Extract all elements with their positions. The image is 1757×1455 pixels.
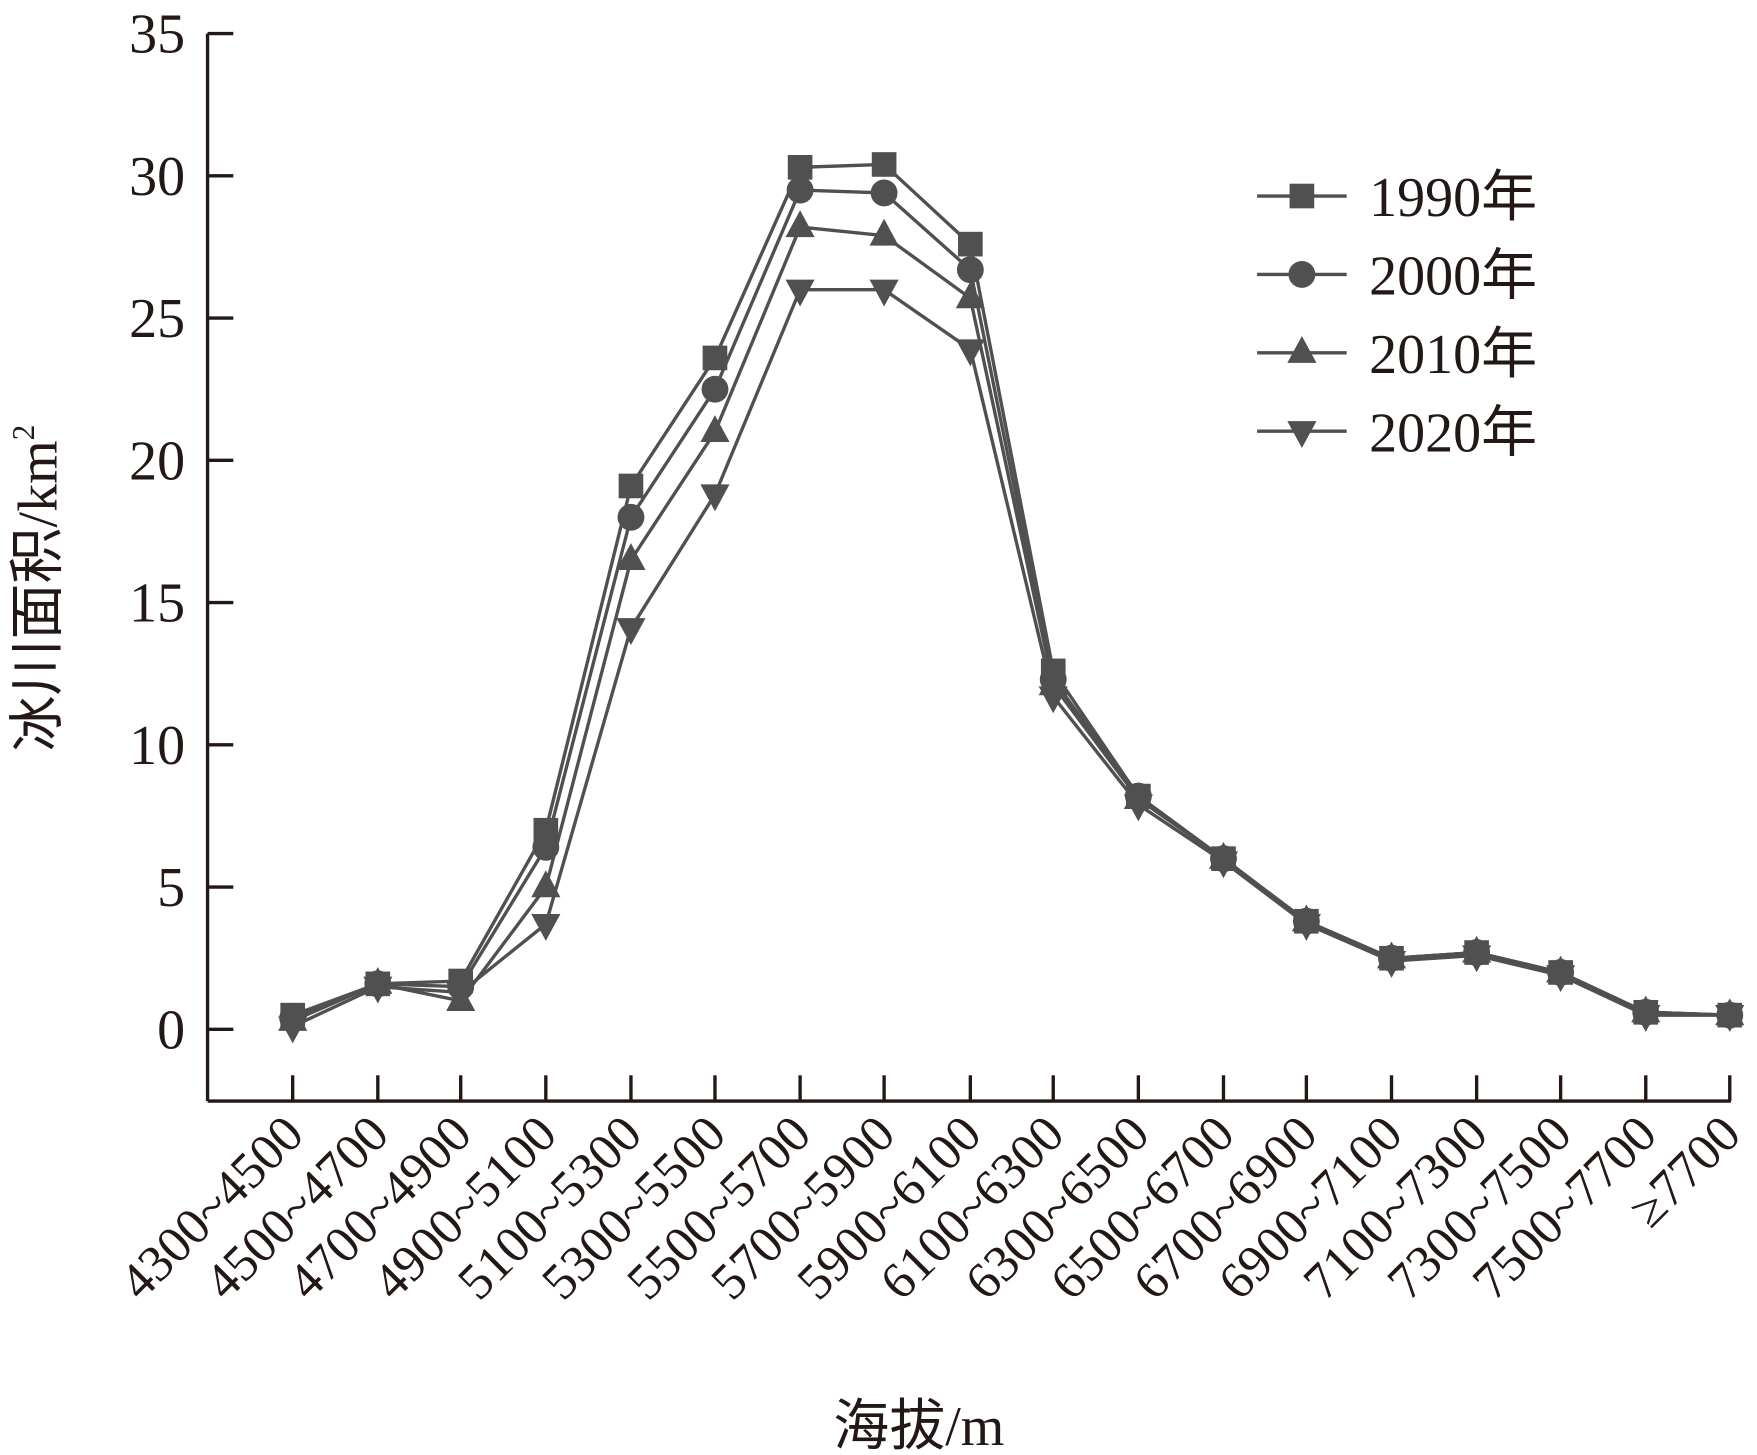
triangle-down-marker bbox=[1208, 851, 1239, 879]
legend-label: 1990年 bbox=[1369, 167, 1537, 229]
square-marker bbox=[1289, 183, 1315, 209]
legend-item: 2020年 bbox=[1257, 402, 1537, 464]
circle-marker bbox=[786, 176, 814, 204]
y-tick-label: 25 bbox=[129, 288, 185, 350]
series-2020年 bbox=[278, 279, 1745, 1044]
triangle-down-marker bbox=[363, 976, 393, 1004]
series-line bbox=[291, 287, 1730, 1029]
y-tick-label: 15 bbox=[129, 573, 185, 635]
triangle-up-marker bbox=[955, 281, 985, 309]
series-line bbox=[292, 225, 1730, 1023]
triangle-down-marker bbox=[1462, 945, 1492, 973]
legend-label: 2000年 bbox=[1369, 246, 1537, 308]
triangle-up-marker bbox=[616, 543, 646, 571]
triangle-down-marker bbox=[700, 484, 730, 512]
y-tick-label: 30 bbox=[129, 146, 185, 208]
triangle-down-marker bbox=[278, 1016, 308, 1044]
legend-item: 2010年 bbox=[1257, 324, 1537, 386]
square-marker bbox=[787, 154, 813, 180]
triangle-up-marker bbox=[531, 870, 561, 898]
circle-marker bbox=[870, 179, 898, 207]
legend: 1990年 2000年 2010年 2020年 bbox=[1257, 167, 1537, 464]
triangle-down-marker bbox=[1546, 965, 1576, 993]
y-tick-label: 35 bbox=[129, 4, 185, 66]
square-marker bbox=[871, 152, 897, 177]
triangle-down-marker bbox=[446, 982, 476, 1010]
triangle-up-marker bbox=[785, 210, 815, 238]
circle-marker bbox=[956, 256, 984, 284]
triangle-down-marker bbox=[1631, 1005, 1661, 1032]
square-marker bbox=[958, 231, 983, 257]
series-lines bbox=[278, 152, 1745, 1044]
triangle-down-marker bbox=[955, 339, 985, 367]
square-marker bbox=[618, 473, 644, 499]
x-axis-label: 海拔/m bbox=[833, 1396, 1004, 1455]
y-tick-label: 5 bbox=[157, 857, 185, 919]
triangle-up-marker bbox=[1287, 336, 1317, 363]
triangle-down-marker bbox=[616, 618, 646, 646]
circle-marker bbox=[532, 833, 560, 861]
legend-label: 2020年 bbox=[1369, 402, 1537, 464]
triangle-down-marker bbox=[1038, 686, 1068, 714]
circle-marker bbox=[617, 503, 645, 531]
triangle-down-marker bbox=[1715, 1005, 1745, 1032]
circle-marker bbox=[1288, 260, 1316, 288]
triangle-down-marker bbox=[531, 914, 561, 941]
legend-item: 1990年 bbox=[1257, 167, 1537, 229]
legend-label: 2010年 bbox=[1369, 324, 1537, 386]
triangle-down-marker bbox=[1376, 951, 1407, 978]
triangle-down-marker bbox=[1291, 914, 1321, 941]
legend-item: 2000年 bbox=[1257, 246, 1537, 308]
y-axis-label: 冰川面积/km2 bbox=[6, 425, 69, 752]
y-tick-label: 10 bbox=[129, 715, 185, 777]
triangle-down-marker bbox=[869, 279, 899, 307]
triangle-down-marker bbox=[1287, 421, 1317, 449]
y-tick-label: 20 bbox=[129, 430, 185, 492]
triangle-down-marker bbox=[785, 279, 815, 307]
circle-marker bbox=[701, 375, 729, 403]
triangle-up-marker bbox=[700, 415, 730, 442]
y-tick-label: 0 bbox=[157, 999, 185, 1061]
triangle-up-marker bbox=[869, 218, 899, 246]
triangle-down-marker bbox=[1123, 794, 1153, 822]
